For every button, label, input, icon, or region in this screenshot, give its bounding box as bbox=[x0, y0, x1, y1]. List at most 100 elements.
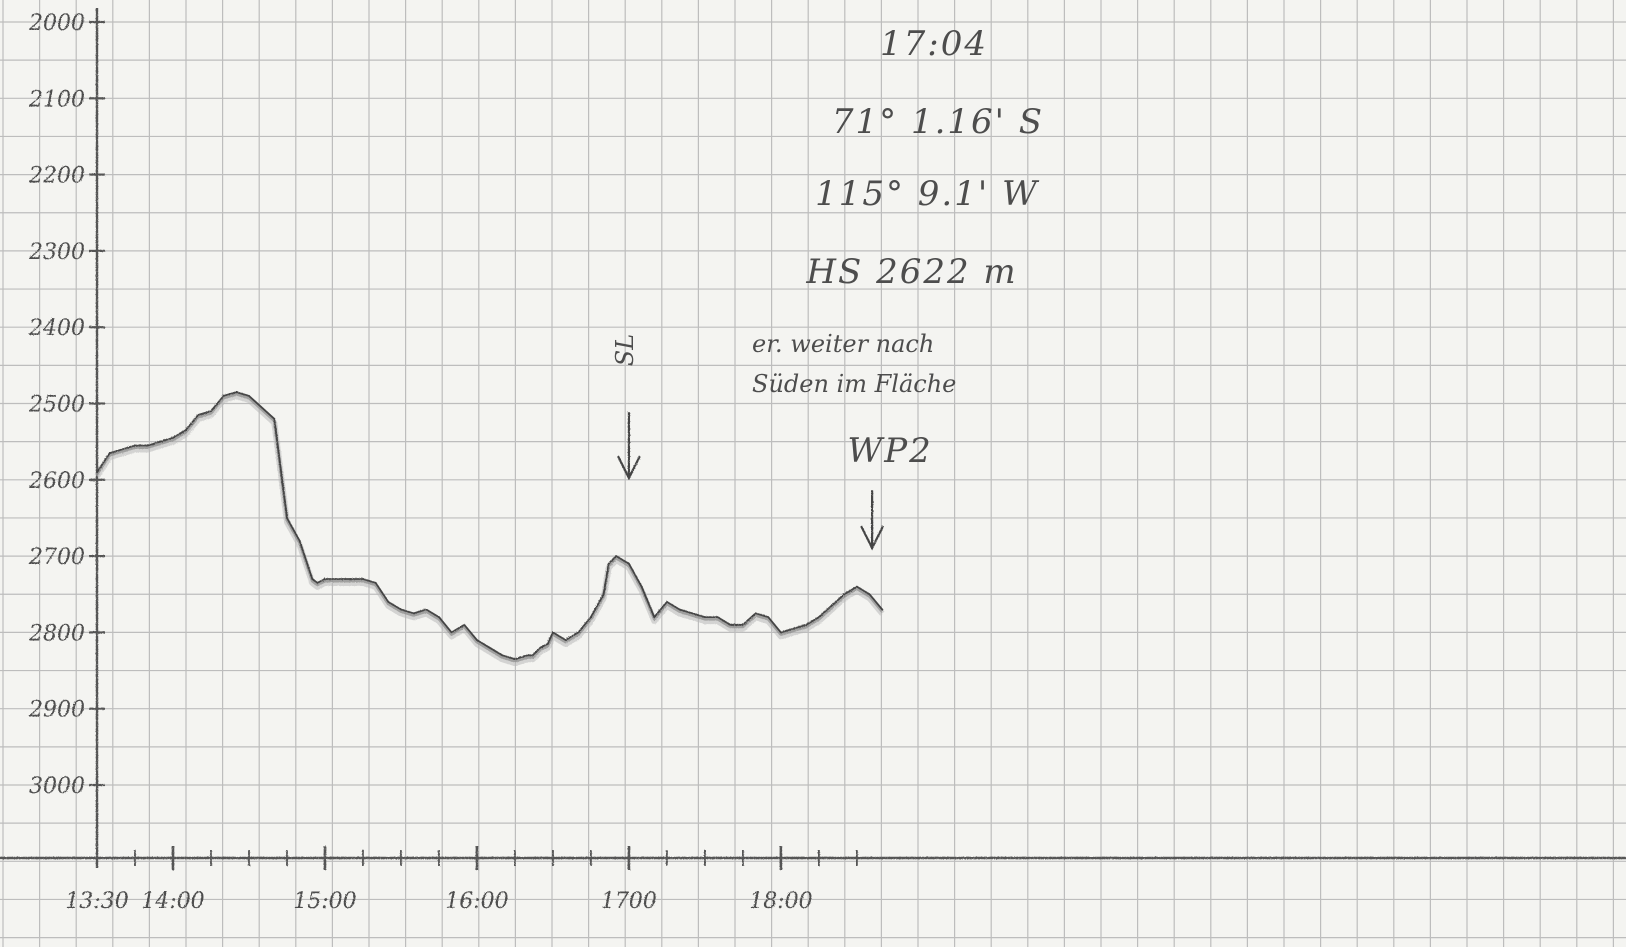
data-point bbox=[235, 391, 238, 393]
data-point bbox=[172, 436, 174, 439]
y-tick-label: 2900 bbox=[28, 698, 85, 723]
data-point bbox=[547, 642, 549, 645]
data-point bbox=[628, 562, 630, 565]
data-point bbox=[678, 608, 681, 611]
marker-sl-label: SL bbox=[611, 334, 639, 366]
y-tick-label: 2000 bbox=[28, 11, 85, 36]
y-tick-label: 2500 bbox=[28, 393, 85, 418]
data-point bbox=[374, 581, 377, 584]
data-point bbox=[526, 654, 529, 657]
arrow-head bbox=[616, 455, 641, 481]
data-point bbox=[463, 623, 466, 626]
data-point bbox=[438, 616, 440, 618]
data-point bbox=[400, 608, 402, 611]
annotation-time: 17:04 bbox=[880, 24, 988, 64]
data-point bbox=[577, 631, 580, 634]
data-point bbox=[387, 601, 390, 603]
data-point bbox=[336, 578, 339, 580]
data-point bbox=[324, 578, 326, 580]
x-tick-label: 14:00 bbox=[141, 889, 204, 914]
data-point bbox=[260, 406, 263, 409]
data-point bbox=[248, 395, 250, 397]
y-tick-label: 2200 bbox=[28, 164, 85, 189]
data-point bbox=[159, 440, 162, 443]
data-point bbox=[412, 612, 415, 615]
y-tick-label: 2600 bbox=[28, 469, 85, 494]
x-tick-label: 15:00 bbox=[293, 889, 356, 914]
y-tick-label: 2800 bbox=[28, 621, 85, 646]
data-point bbox=[184, 429, 187, 432]
data-point bbox=[531, 654, 534, 657]
data-point bbox=[590, 616, 592, 618]
data-point bbox=[539, 646, 542, 649]
data-point bbox=[121, 448, 124, 451]
data-point bbox=[830, 604, 833, 607]
marker-wp2-label: WP2 bbox=[847, 431, 932, 471]
data-point bbox=[792, 627, 795, 630]
data-point bbox=[514, 658, 516, 660]
data-point bbox=[362, 578, 364, 580]
data-point bbox=[666, 601, 668, 603]
data-point bbox=[780, 631, 782, 634]
data-point bbox=[602, 593, 605, 596]
data-point bbox=[425, 608, 428, 611]
data-point bbox=[450, 631, 453, 634]
data-point bbox=[607, 562, 610, 565]
y-tick-label: 3000 bbox=[29, 774, 85, 799]
y-tick-label: 2300 bbox=[28, 240, 85, 265]
data-point bbox=[316, 581, 319, 584]
annotation-latitude: 71° 1.16' S bbox=[832, 102, 1044, 142]
data-point bbox=[564, 639, 567, 641]
data-point bbox=[146, 444, 149, 447]
marker-sl: SL bbox=[611, 334, 641, 481]
data-point bbox=[298, 539, 301, 542]
data-point bbox=[311, 578, 314, 580]
data-point bbox=[286, 517, 288, 519]
data-point bbox=[273, 417, 276, 420]
data-point bbox=[704, 616, 706, 618]
annotation-height: HS 2622 m bbox=[805, 252, 1017, 292]
data-point bbox=[843, 593, 846, 596]
data-point bbox=[754, 612, 757, 615]
annotation-note-line-1: er. weiter nach bbox=[752, 330, 934, 358]
data-point bbox=[716, 616, 719, 618]
axes: 2000 2100 2200 2300 2400 2500 2600 2700 2800 2900… bbox=[0, 8, 1626, 914]
data-point bbox=[210, 410, 212, 412]
data-point bbox=[615, 555, 618, 557]
y-tick-label: 2700 bbox=[28, 545, 85, 570]
data-point bbox=[476, 639, 478, 641]
data-point bbox=[349, 578, 352, 580]
data-point bbox=[805, 623, 808, 626]
data-point bbox=[856, 585, 858, 588]
y-tick-label: 2400 bbox=[28, 316, 85, 341]
data-point bbox=[691, 612, 694, 615]
data-point bbox=[640, 585, 643, 588]
data-point bbox=[818, 616, 820, 618]
x-tick-label: 16:00 bbox=[445, 889, 508, 914]
x-tick-label: 18:00 bbox=[749, 889, 812, 914]
annotation-block: 17:04 71° 1.16' S 115° 9.1' W HS 2622 m … bbox=[752, 24, 1044, 398]
x-tick-label: 13:30 bbox=[65, 889, 128, 914]
series-layer bbox=[94, 391, 885, 667]
data-point bbox=[197, 414, 200, 416]
data-point bbox=[108, 452, 111, 454]
data-point bbox=[96, 471, 98, 474]
data-point bbox=[552, 631, 554, 634]
series-line bbox=[95, 392, 884, 663]
x-tick-label: 1700 bbox=[601, 889, 657, 914]
data-point bbox=[868, 593, 871, 596]
arrow-head bbox=[860, 525, 885, 551]
data-point bbox=[881, 608, 884, 611]
marker-wp2-arrow-icon bbox=[860, 490, 885, 551]
annotation-note-line-2: Süden im Fläche bbox=[752, 370, 956, 398]
marker-sl-arrow-icon bbox=[616, 412, 641, 481]
series-line bbox=[94, 393, 885, 667]
data-point bbox=[729, 623, 732, 626]
data-point bbox=[222, 395, 225, 397]
data-point bbox=[501, 654, 504, 657]
marker-wp2: WP2 bbox=[847, 431, 932, 551]
data-point bbox=[742, 623, 744, 626]
